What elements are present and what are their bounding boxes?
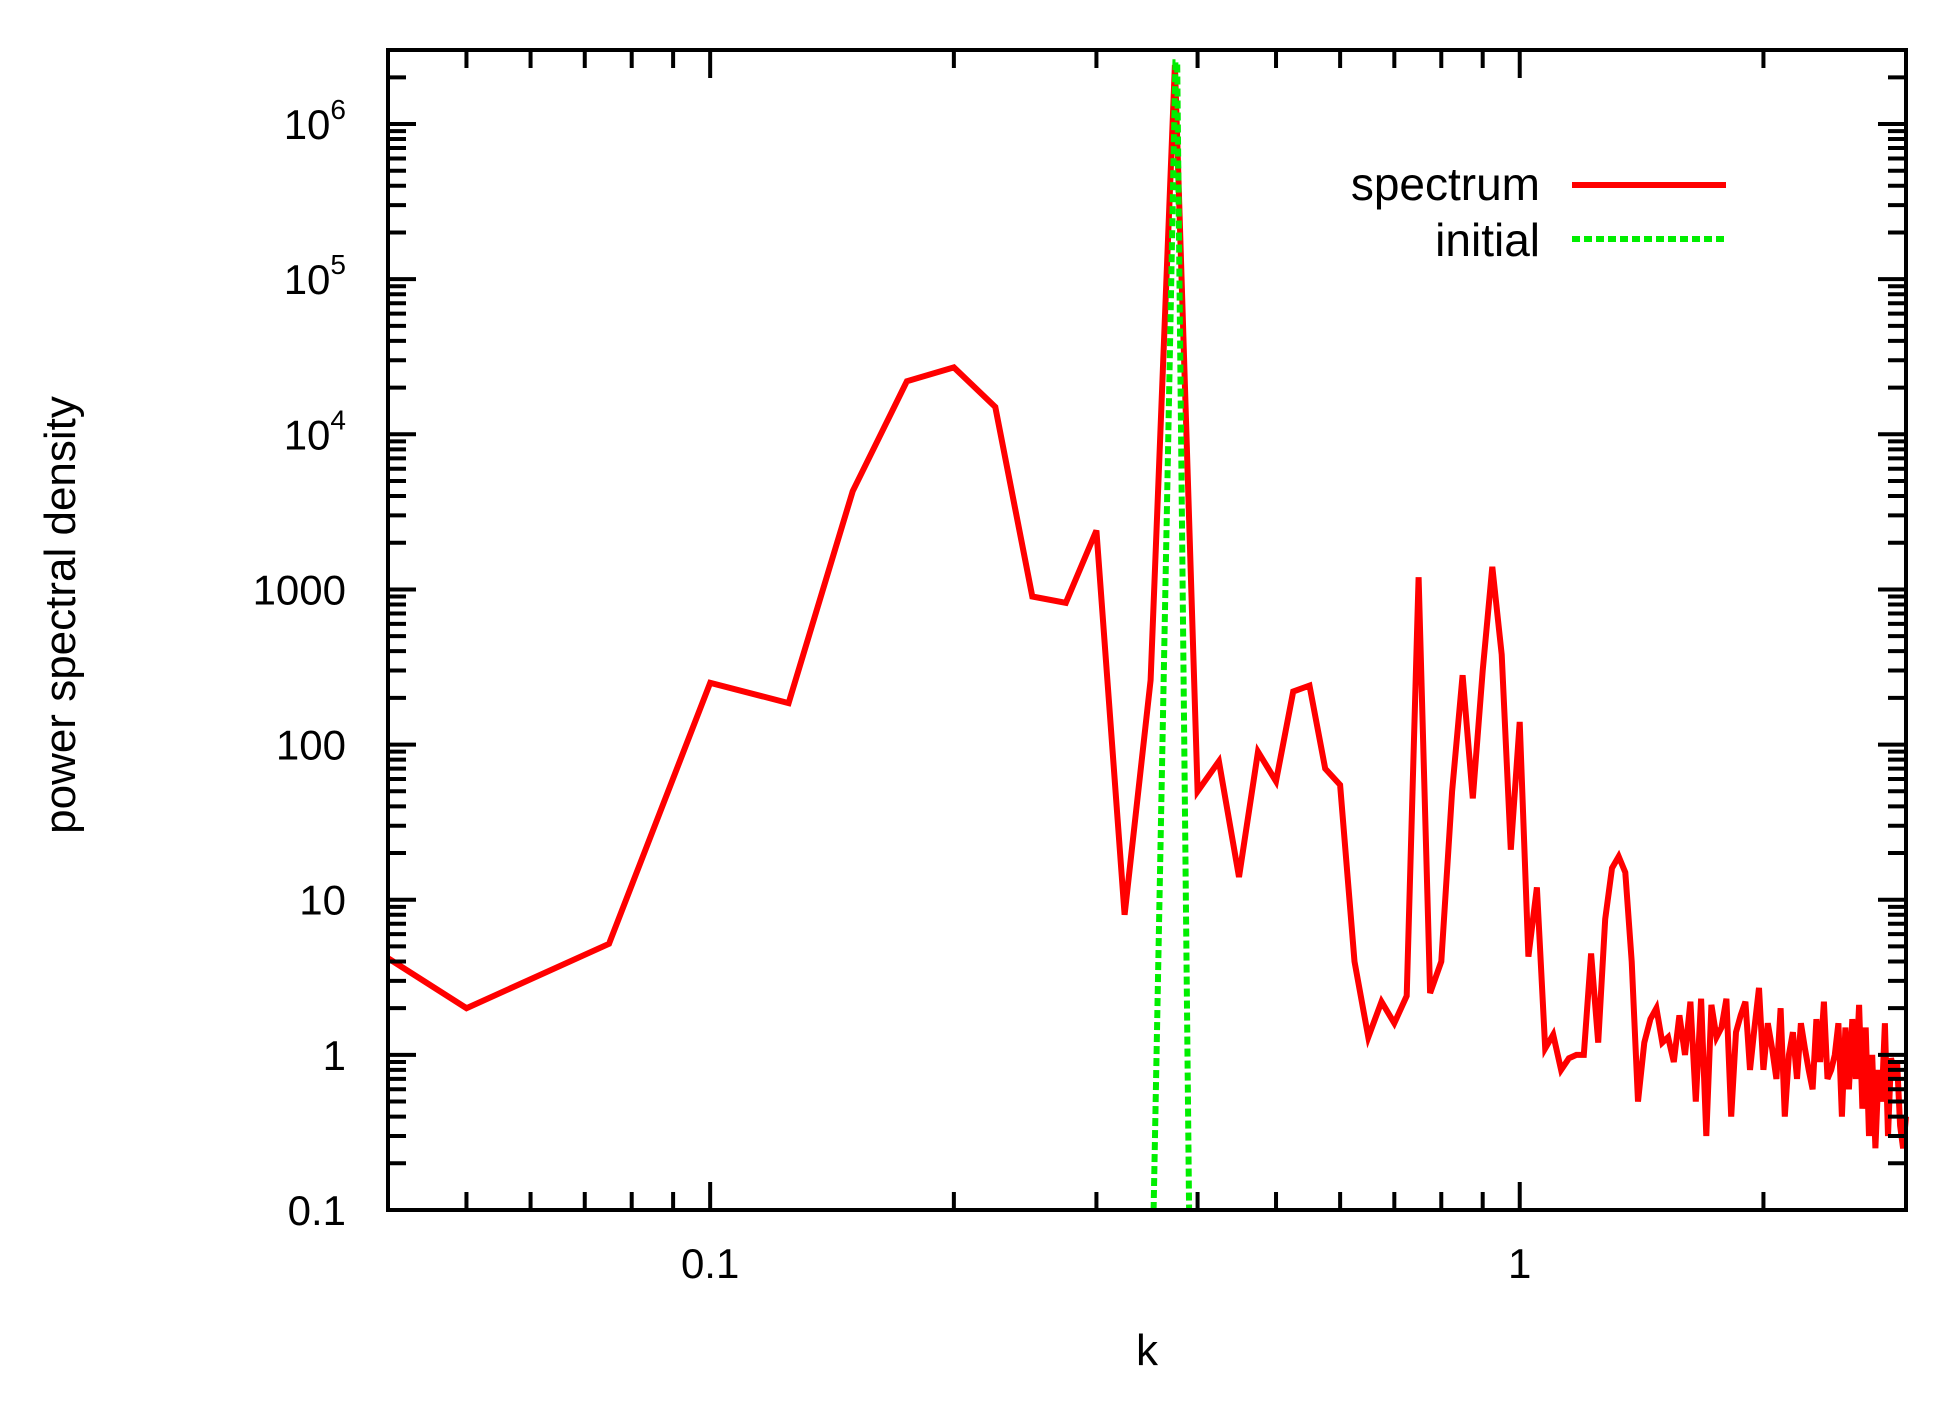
y-axis-title: power spectral density xyxy=(36,396,85,834)
y-tick-label: 105 xyxy=(284,249,346,303)
series-initial-line xyxy=(1150,59,1193,1211)
y-tick-label: 10 xyxy=(299,877,346,924)
y-tick-label: 104 xyxy=(284,404,346,458)
y-tick-labels: 0.1 1 10 100 1000 104 105 106 xyxy=(253,94,346,1234)
plot-frame xyxy=(386,48,1908,1212)
x-axis-title: k xyxy=(1136,1326,1159,1375)
series-layer xyxy=(386,59,1909,1211)
y-tick-label: 1000 xyxy=(253,566,346,613)
legend-label-spectrum: spectrum xyxy=(1351,158,1540,210)
series-spectrum-line xyxy=(386,64,1909,1149)
x-tick-label: 1 xyxy=(1508,1240,1531,1287)
x-tick-label: 0.1 xyxy=(681,1240,739,1287)
y-tick-label: 100 xyxy=(276,722,346,769)
y-tick-label: 106 xyxy=(284,94,346,148)
y-tick-label: 0.1 xyxy=(288,1187,346,1234)
x-tick-labels: 0.1 1 xyxy=(681,1240,1531,1287)
y-tick-label: 1 xyxy=(323,1032,346,1079)
legend-label-initial: initial xyxy=(1435,214,1540,266)
legend: spectrum initial xyxy=(1351,158,1726,266)
